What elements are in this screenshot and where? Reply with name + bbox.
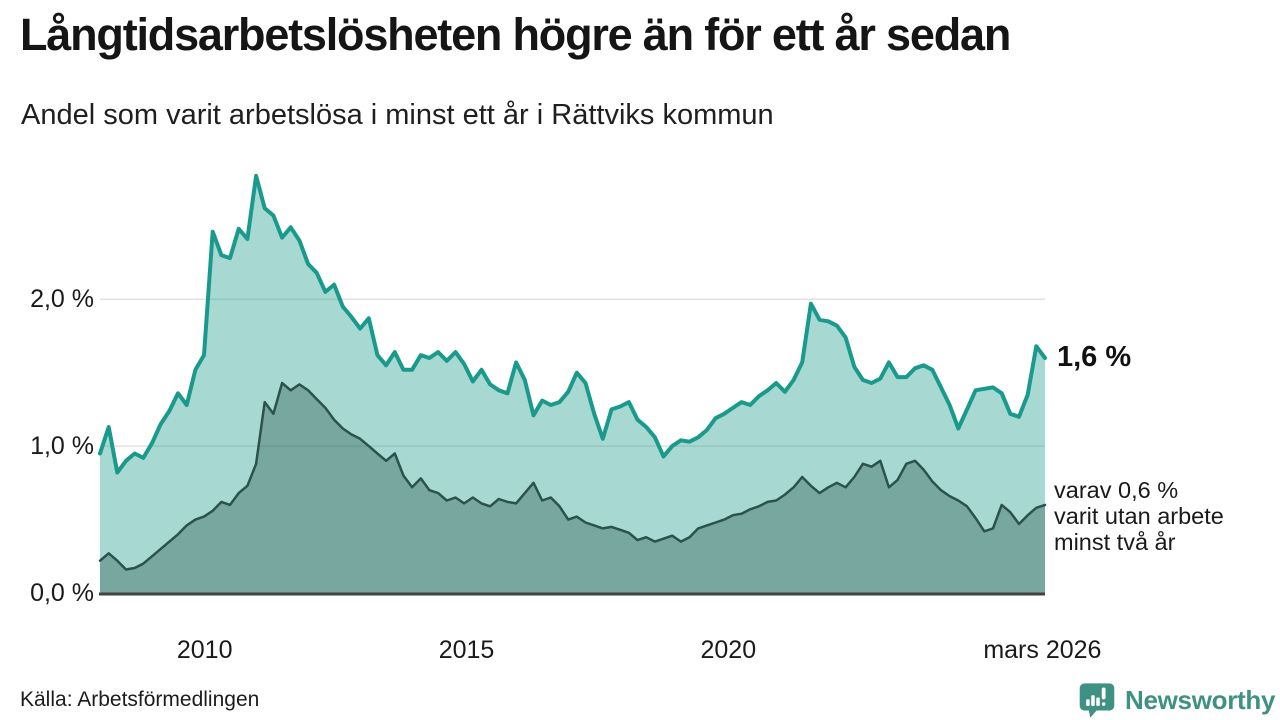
two-year-line bbox=[98, 381, 1047, 571]
x-axis-label: 2015 bbox=[438, 636, 495, 664]
brand-logo[interactable]: Newsworthy bbox=[1078, 680, 1275, 720]
y-axis-label: 0,0 % bbox=[30, 579, 94, 607]
x-axis-label: mars 2026 bbox=[983, 636, 1102, 664]
page-subtitle: Andel som varit arbetslösa i minst ett å… bbox=[21, 99, 774, 131]
x-axis-label: 2020 bbox=[700, 636, 757, 664]
brand-name: Newsworthy bbox=[1125, 684, 1276, 715]
secondary-annotation-line: varav 0,6 % bbox=[1054, 476, 1179, 503]
newsworthy-logo-icon bbox=[1079, 683, 1115, 718]
y-axis-label: 1,0 % bbox=[30, 432, 94, 461]
end-value-annotation: 1,6 % bbox=[1057, 341, 1132, 373]
secondary-annotation-line: varit utan arbete bbox=[1054, 502, 1224, 529]
secondary-annotation: varav 0,6 % varit utan arbete minst två … bbox=[1054, 477, 1224, 555]
secondary-annotation-line: minst två år bbox=[1054, 528, 1176, 555]
source-note: Källa: Arbetsförmedlingen bbox=[20, 688, 260, 711]
x-axis-label: 2010 bbox=[176, 636, 233, 664]
y-axis-label: 2,0 % bbox=[30, 285, 94, 314]
two-year-area-fill bbox=[100, 383, 1045, 593]
page-title: Långtidsarbetslösheten högre än för ett … bbox=[20, 9, 1011, 60]
total-line bbox=[98, 173, 1047, 475]
